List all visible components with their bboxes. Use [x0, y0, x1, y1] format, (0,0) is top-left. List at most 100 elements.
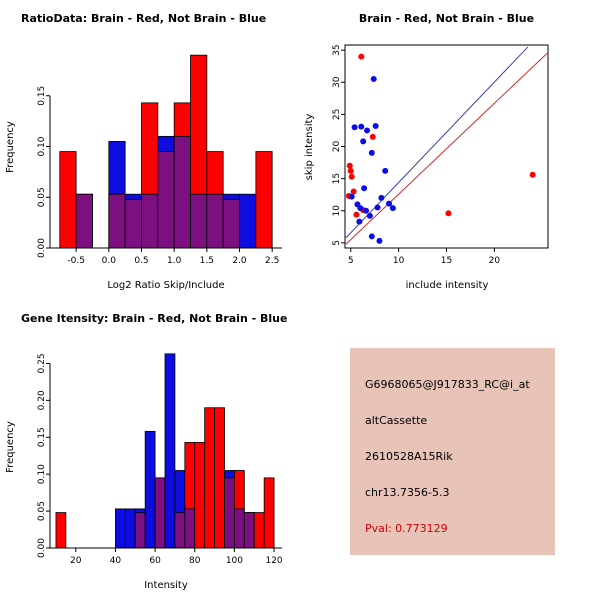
gene-histogram-title: Gene Itensity: Brain - Red, Not Brain - … [21, 312, 288, 325]
data-point-blue [348, 193, 355, 200]
histogram-bar [124, 508, 136, 549]
data-point-blue [364, 127, 371, 134]
x-tick-label: -0.5 [67, 256, 85, 266]
data-point-blue [356, 218, 363, 225]
histogram-bar-overlap [124, 198, 142, 249]
x-tick-label: 80 [189, 556, 201, 566]
data-point-red [529, 171, 536, 178]
gene-histogram-canvas: 20 40 60 80 100 120 0.00 0.05 0.10 0.15 0.20 0.25 I… [5, 353, 283, 591]
plot-box [344, 44, 549, 249]
x-tick-label: 15 [441, 256, 452, 266]
y-tick-label: 0.10 [37, 136, 47, 156]
histogram-bar-overlap [222, 198, 240, 249]
histogram-bar-overlap [108, 193, 126, 249]
data-point-blue [378, 194, 385, 201]
data-point-blue [366, 212, 373, 219]
scatter-plot-area: 5 10 15 20 5 10 15 20 25 30 35 [332, 44, 549, 266]
chromosome-location-text: chr13.7356-5.3 [365, 486, 450, 499]
data-point-blue [376, 237, 383, 244]
y-tick-label: 0.10 [37, 464, 47, 484]
ratio-y-axis-label: Frequency [5, 121, 16, 173]
histogram-bar-overlap [75, 193, 93, 249]
data-point-blue [370, 76, 377, 83]
histogram-bar [59, 151, 77, 249]
fit-line-blue [345, 46, 529, 239]
y-tick-label: 20 [332, 141, 342, 153]
data-point-red [358, 53, 365, 60]
gene-histogram-plot-area: 20 40 60 80 100 120 0.00 0.05 0.10 0.15 0.20 0.25 [37, 353, 283, 566]
histogram-bar-overlap [206, 193, 224, 249]
scatter-x-axis-label: include intensity [406, 280, 489, 291]
data-point-blue [382, 167, 389, 174]
x-tick-label: 1.5 [200, 256, 214, 266]
data-point-blue [358, 123, 365, 130]
data-point-red [369, 133, 376, 140]
y-tick-label: 5 [332, 240, 342, 246]
x-tick-label: 10 [393, 256, 405, 266]
data-point-blue [368, 233, 375, 240]
histogram-bar-overlap [134, 512, 146, 549]
y-tick-label: 35 [332, 44, 342, 55]
histogram-bar [204, 407, 215, 549]
gene-symbol-text: 2610528A15Rik [365, 450, 453, 463]
y-tick-label: 0.05 [37, 501, 47, 521]
data-point-red [350, 188, 357, 195]
data-point-red [445, 210, 452, 217]
histogram-bar [194, 442, 206, 549]
histogram-bar-overlap [154, 477, 166, 549]
y-tick-label: 0.20 [37, 390, 47, 410]
data-point-blue [351, 124, 358, 131]
histogram-bar [164, 353, 176, 549]
histogram-bar [255, 151, 273, 249]
ratio-histogram-title: RatioData: Brain - Red, Not Brain - Blue [21, 12, 267, 25]
data-point-blue [374, 204, 381, 211]
histogram-bar-overlap [190, 193, 208, 249]
y-tick-label: 0.15 [37, 427, 47, 447]
histogram-bar [214, 407, 225, 549]
scatter-y-axis-label: skip intensity [304, 114, 315, 181]
y-tick-label: 10 [332, 205, 342, 217]
panel-gene-info: G6968065@J917833_RC@i_at altCassette 261… [300, 300, 600, 600]
fit-line-red [345, 52, 548, 245]
x-tick-label: 0.0 [102, 256, 117, 266]
scatter-title: Brain - Red, Not Brain - Blue [358, 12, 535, 25]
ratio-histogram-canvas: -0.5 0.0 0.5 1.0 1.5 2.0 2.5 0.00 0.05 0.10 0.15 L… [5, 54, 282, 291]
x-tick-label: 120 [265, 556, 282, 566]
histogram-bar-overlap [174, 512, 186, 549]
ratio-x-axis-label: Log2 Ratio Skip/Include [107, 280, 224, 291]
histogram-bar [115, 508, 126, 549]
panel-ratio-histogram: RatioData: Brain - Red, Not Brain - Blue… [0, 0, 300, 300]
histogram-bar-overlap [234, 508, 245, 549]
x-tick-label: 5 [348, 256, 354, 266]
y-tick-label: 0.15 [37, 86, 47, 106]
x-tick-label: 2.0 [232, 256, 247, 266]
histogram-bar-overlap [141, 193, 159, 249]
histogram-bar [144, 430, 156, 549]
data-point-blue [357, 205, 364, 212]
y-tick-label: 25 [332, 109, 342, 120]
histogram-bar [239, 193, 257, 249]
histogram-bar-overlap [173, 135, 191, 249]
data-point-red [347, 167, 354, 174]
x-tick-label: 60 [149, 556, 161, 566]
histogram-bar-overlap [157, 151, 175, 249]
histogram-bar-overlap [243, 512, 255, 549]
panel-intensity-scatter: Brain - Red, Not Brain - Blue 5 10 15 20 5 10… [300, 0, 600, 300]
x-tick-label: 100 [226, 556, 243, 566]
scatter-canvas: 5 10 15 20 5 10 15 20 25 30 35 include intensity s… [304, 44, 549, 291]
x-tick-label: 20 [489, 256, 501, 266]
gene-y-axis-label: Frequency [5, 421, 16, 473]
panel-gene-histogram: Gene Itensity: Brain - Red, Not Brain - … [0, 300, 300, 600]
y-tick-label: 30 [332, 76, 342, 88]
y-tick-label: 0.00 [37, 538, 47, 558]
event-type-text: altCassette [365, 414, 428, 427]
probe-id-text: G6968065@J917833_RC@i_at [365, 378, 530, 391]
ratio-histogram-plot-area: -0.5 0.0 0.5 1.0 1.5 2.0 2.5 0.00 0.05 0.10 0.15 [37, 54, 282, 266]
histogram-bar-overlap [184, 508, 196, 549]
data-point-red [348, 173, 355, 180]
data-point-blue [363, 207, 370, 214]
x-tick-label: 1.0 [167, 256, 182, 266]
data-point-blue [361, 185, 368, 192]
data-point-blue [360, 138, 367, 145]
